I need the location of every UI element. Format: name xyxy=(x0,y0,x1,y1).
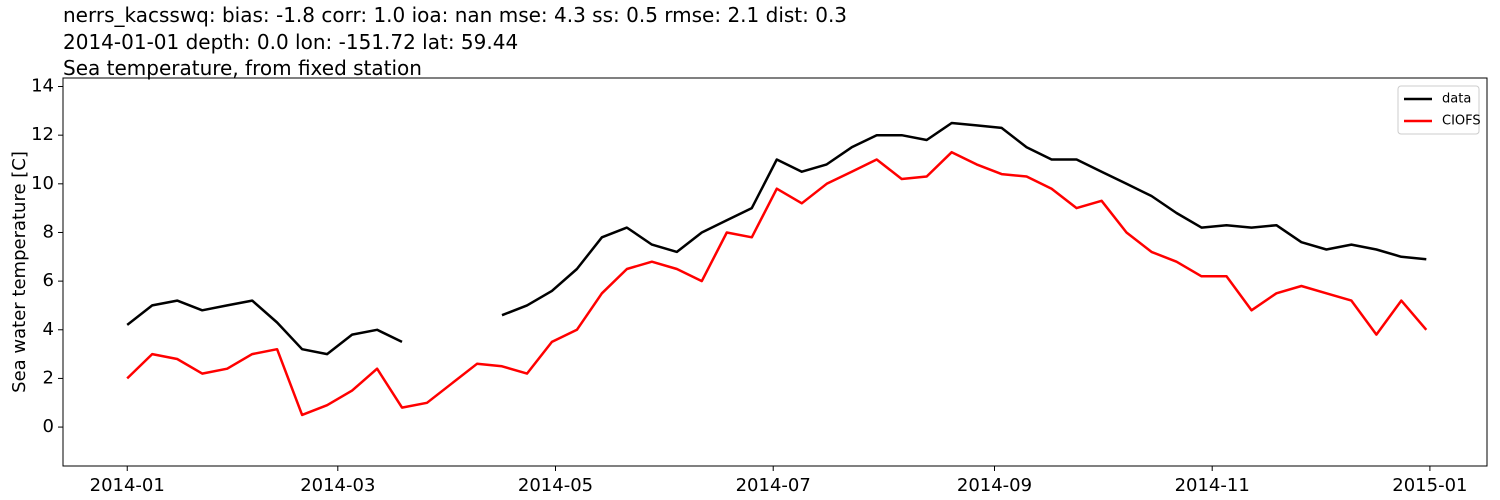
y-tick-label: 8 xyxy=(43,221,54,242)
chart-subtitle: 2014-01-01 depth: 0.0 lon: -151.72 lat: … xyxy=(63,30,518,54)
y-tick-label: 10 xyxy=(31,173,54,194)
x-tick-label: 2014-11 xyxy=(1175,475,1250,496)
y-tick-label: 4 xyxy=(43,319,54,340)
data-line xyxy=(126,121,1427,356)
y-tick-label: 12 xyxy=(31,124,54,145)
plot-frame xyxy=(62,77,1488,467)
legend-label: data xyxy=(1442,92,1471,107)
data-line xyxy=(126,150,1428,417)
y-tick-label: 6 xyxy=(43,270,54,291)
x-tick-label: 2014-09 xyxy=(957,475,1032,496)
legend-label: CIOFS xyxy=(1442,114,1481,129)
y-tick-label: 0 xyxy=(43,416,54,437)
chart-title: nerrs_kacsswq: bias: -1.8 corr: 1.0 ioa:… xyxy=(63,3,847,27)
y-axis-label: Sea water temperature [C] xyxy=(9,151,30,393)
y-tick-label: 14 xyxy=(31,76,54,97)
x-tick-label: 2014-01 xyxy=(90,475,165,496)
x-tick-label: 2015-01 xyxy=(1392,475,1467,496)
x-tick-label: 2014-05 xyxy=(518,475,593,496)
x-tick-label: 2014-07 xyxy=(736,475,811,496)
x-tick-label: 2014-03 xyxy=(300,475,375,496)
chart-subtitle: Sea temperature, from fixed station xyxy=(63,56,422,80)
y-tick-label: 2 xyxy=(43,367,54,388)
